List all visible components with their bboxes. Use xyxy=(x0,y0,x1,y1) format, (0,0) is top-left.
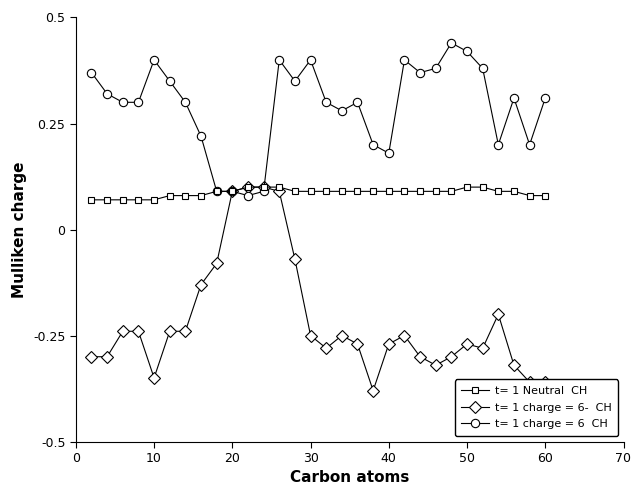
t= 1 Neutral  CH xyxy=(448,188,455,194)
t= 1 charge = 6  CH xyxy=(401,57,408,63)
t= 1 charge = 6  CH xyxy=(354,99,361,105)
t= 1 Neutral  CH xyxy=(401,188,408,194)
t= 1 charge = 6-  CH xyxy=(338,333,346,339)
Y-axis label: Mulliken charge: Mulliken charge xyxy=(12,161,28,298)
t= 1 charge = 6  CH xyxy=(88,70,95,76)
t= 1 Neutral  CH xyxy=(213,188,220,194)
t= 1 charge = 6-  CH xyxy=(369,387,377,393)
t= 1 charge = 6-  CH xyxy=(432,362,440,368)
t= 1 charge = 6  CH xyxy=(478,65,486,71)
t= 1 Neutral  CH xyxy=(166,193,174,199)
t= 1 Neutral  CH xyxy=(260,184,267,190)
t= 1 Neutral  CH xyxy=(323,188,330,194)
t= 1 Neutral  CH xyxy=(119,197,127,203)
t= 1 charge = 6  CH xyxy=(135,99,142,105)
t= 1 charge = 6-  CH xyxy=(150,375,158,381)
t= 1 charge = 6-  CH xyxy=(307,333,314,339)
t= 1 charge = 6  CH xyxy=(385,150,393,156)
t= 1 charge = 6  CH xyxy=(213,188,220,194)
t= 1 charge = 6-  CH xyxy=(135,328,142,334)
t= 1 Neutral  CH xyxy=(526,193,533,199)
t= 1 charge = 6-  CH xyxy=(448,354,455,360)
t= 1 Neutral  CH xyxy=(88,197,95,203)
t= 1 charge = 6  CH xyxy=(526,142,533,148)
t= 1 charge = 6  CH xyxy=(510,95,518,101)
t= 1 charge = 6-  CH xyxy=(463,341,471,347)
t= 1 charge = 6-  CH xyxy=(197,282,205,288)
t= 1 charge = 6-  CH xyxy=(495,311,502,317)
t= 1 Neutral  CH xyxy=(197,193,205,199)
t= 1 charge = 6  CH xyxy=(119,99,127,105)
t= 1 charge = 6-  CH xyxy=(416,354,424,360)
t= 1 charge = 6-  CH xyxy=(213,260,220,266)
t= 1 Neutral  CH xyxy=(276,184,283,190)
X-axis label: Carbon atoms: Carbon atoms xyxy=(290,471,410,486)
t= 1 charge = 6  CH xyxy=(448,40,455,46)
t= 1 Neutral  CH xyxy=(542,193,549,199)
t= 1 charge = 6-  CH xyxy=(119,328,127,334)
t= 1 charge = 6  CH xyxy=(432,65,440,71)
t= 1 Neutral  CH xyxy=(369,188,377,194)
t= 1 charge = 6  CH xyxy=(229,188,236,194)
t= 1 Neutral  CH xyxy=(307,188,314,194)
t= 1 Neutral  CH xyxy=(150,197,158,203)
t= 1 charge = 6  CH xyxy=(260,188,267,194)
t= 1 charge = 6-  CH xyxy=(229,188,236,194)
t= 1 charge = 6  CH xyxy=(244,193,252,199)
t= 1 Neutral  CH xyxy=(495,188,502,194)
t= 1 charge = 6-  CH xyxy=(244,184,252,190)
Line: t= 1 charge = 6-  CH: t= 1 charge = 6- CH xyxy=(88,183,549,395)
t= 1 charge = 6-  CH xyxy=(291,256,299,262)
Legend: t= 1 Neutral  CH, t= 1 charge = 6-  CH, t= 1 charge = 6  CH: t= 1 Neutral CH, t= 1 charge = 6- CH, t=… xyxy=(455,379,618,436)
t= 1 Neutral  CH xyxy=(338,188,346,194)
t= 1 charge = 6-  CH xyxy=(385,341,393,347)
t= 1 Neutral  CH xyxy=(291,188,299,194)
t= 1 Neutral  CH xyxy=(478,184,486,190)
t= 1 charge = 6  CH xyxy=(150,57,158,63)
t= 1 charge = 6  CH xyxy=(338,108,346,114)
t= 1 Neutral  CH xyxy=(244,184,252,190)
t= 1 charge = 6-  CH xyxy=(103,354,111,360)
t= 1 Neutral  CH xyxy=(354,188,361,194)
Line: t= 1 Neutral  CH: t= 1 Neutral CH xyxy=(88,184,549,203)
t= 1 charge = 6-  CH xyxy=(401,333,408,339)
t= 1 charge = 6  CH xyxy=(369,142,377,148)
t= 1 charge = 6-  CH xyxy=(354,341,361,347)
t= 1 charge = 6  CH xyxy=(291,78,299,84)
t= 1 Neutral  CH xyxy=(463,184,471,190)
t= 1 charge = 6-  CH xyxy=(542,379,549,385)
t= 1 charge = 6  CH xyxy=(166,78,174,84)
t= 1 charge = 6  CH xyxy=(307,57,314,63)
t= 1 Neutral  CH xyxy=(432,188,440,194)
t= 1 charge = 6-  CH xyxy=(510,362,518,368)
t= 1 charge = 6  CH xyxy=(276,57,283,63)
t= 1 charge = 6  CH xyxy=(197,133,205,139)
t= 1 charge = 6  CH xyxy=(495,142,502,148)
t= 1 charge = 6-  CH xyxy=(182,328,189,334)
t= 1 charge = 6  CH xyxy=(542,95,549,101)
t= 1 charge = 6  CH xyxy=(182,99,189,105)
Line: t= 1 charge = 6  CH: t= 1 charge = 6 CH xyxy=(88,39,549,200)
t= 1 charge = 6-  CH xyxy=(276,188,283,194)
t= 1 Neutral  CH xyxy=(416,188,424,194)
t= 1 charge = 6-  CH xyxy=(526,379,533,385)
t= 1 Neutral  CH xyxy=(510,188,518,194)
t= 1 Neutral  CH xyxy=(182,193,189,199)
t= 1 charge = 6-  CH xyxy=(88,354,95,360)
t= 1 charge = 6-  CH xyxy=(478,345,486,351)
t= 1 Neutral  CH xyxy=(135,197,142,203)
t= 1 Neutral  CH xyxy=(229,188,236,194)
t= 1 Neutral  CH xyxy=(385,188,393,194)
t= 1 charge = 6  CH xyxy=(463,48,471,54)
t= 1 charge = 6-  CH xyxy=(166,328,174,334)
t= 1 charge = 6-  CH xyxy=(323,345,330,351)
t= 1 charge = 6  CH xyxy=(323,99,330,105)
t= 1 charge = 6-  CH xyxy=(260,184,267,190)
t= 1 Neutral  CH xyxy=(103,197,111,203)
t= 1 charge = 6  CH xyxy=(103,91,111,97)
t= 1 charge = 6  CH xyxy=(416,70,424,76)
